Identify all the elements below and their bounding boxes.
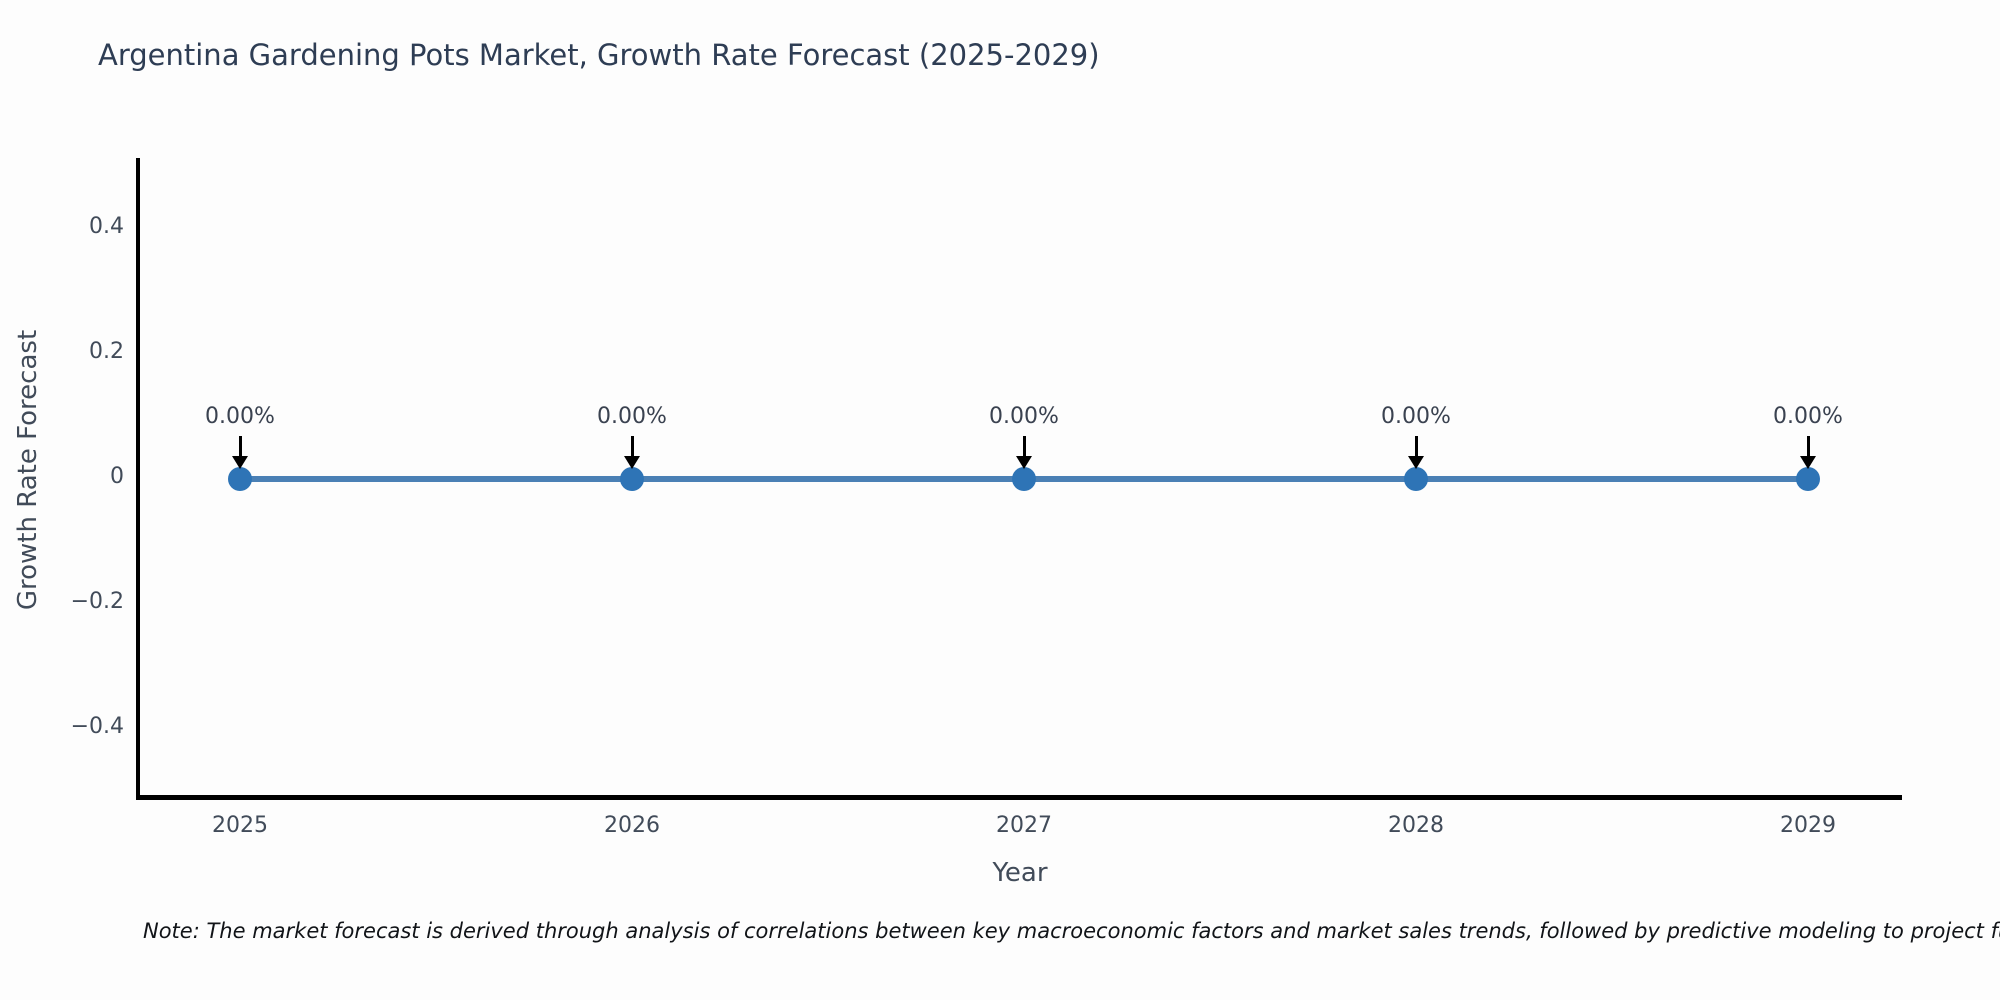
x-tick-label: 2028 <box>1388 813 1444 838</box>
x-tick-label: 2027 <box>996 813 1052 838</box>
data-point-marker <box>1012 467 1036 491</box>
annotation-arrow-head <box>1016 456 1032 469</box>
data-point-marker <box>620 467 644 491</box>
point-value-label: 0.00% <box>989 404 1059 429</box>
x-tick-label: 2026 <box>604 813 660 838</box>
data-point-marker <box>228 467 252 491</box>
annotation-arrow-stem <box>1806 436 1810 458</box>
annotation-arrow-stem <box>1414 436 1418 458</box>
point-value-label: 0.00% <box>205 404 275 429</box>
point-value-label: 0.00% <box>597 404 667 429</box>
point-value-label: 0.00% <box>1381 404 1451 429</box>
data-point-marker <box>1796 467 1820 491</box>
footnote: Note: The market forecast is derived thr… <box>143 919 2000 943</box>
x-tick-label: 2025 <box>212 813 268 838</box>
y-axis-spine <box>136 158 140 798</box>
x-axis-spine <box>136 795 1902 800</box>
chart-title: Argentina Gardening Pots Market, Growth … <box>98 38 1100 72</box>
annotation-arrow-stem <box>1022 436 1026 458</box>
annotation-arrow-stem <box>238 436 242 458</box>
y-tick-label: 0 <box>110 464 124 489</box>
y-tick-label: −0.2 <box>70 589 124 614</box>
x-tick-label: 2029 <box>1780 813 1836 838</box>
annotation-arrow-head <box>624 456 640 469</box>
annotation-arrow-head <box>1800 456 1816 469</box>
y-tick-label: 0.4 <box>89 214 124 239</box>
annotation-arrow-stem <box>630 436 634 458</box>
point-value-label: 0.00% <box>1773 404 1843 429</box>
data-point-marker <box>1404 467 1428 491</box>
annotation-arrow-head <box>1408 456 1424 469</box>
x-axis-label: Year <box>992 858 1048 888</box>
y-tick-label: −0.4 <box>70 714 124 739</box>
annotation-arrow-head <box>232 456 248 469</box>
y-tick-label: 0.2 <box>89 339 124 364</box>
